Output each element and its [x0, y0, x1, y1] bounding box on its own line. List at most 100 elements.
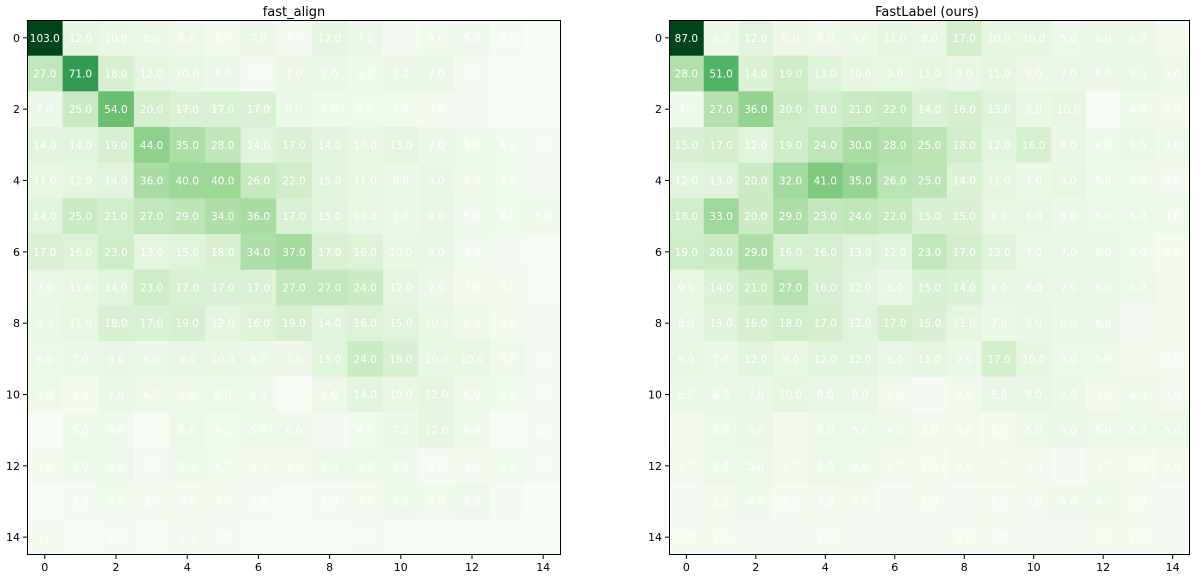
- cell-value-label: 13.0: [389, 140, 412, 152]
- heatmap-cell: [981, 55, 1017, 92]
- heatmap-cell: [842, 519, 878, 556]
- cell-value-label: 3.0: [286, 461, 303, 473]
- heatmap-cell: [1016, 448, 1052, 485]
- cell-value-label: 11.0: [69, 318, 92, 330]
- cell-value-label: 9.0: [991, 283, 1008, 295]
- heatmap-cell: [489, 376, 526, 413]
- cell-value-label: 12.0: [744, 140, 767, 152]
- heatmap-cell: [946, 198, 983, 235]
- x-tick-label: 0: [41, 561, 48, 574]
- heatmap-cell: [27, 341, 64, 378]
- cell-value-label: 3.0: [1095, 390, 1112, 402]
- heatmap-cell: [133, 269, 170, 306]
- heatmap-cell: [347, 341, 384, 378]
- cell-value-label: 24.0: [354, 354, 377, 366]
- cell-value-label: 17.0: [211, 283, 234, 295]
- heatmap-cell: [946, 483, 983, 520]
- heatmap-cell: [807, 269, 844, 306]
- heatmap-cell: [1016, 341, 1052, 378]
- cell-value-label: 3.0: [179, 497, 196, 509]
- heatmap-cell: [773, 305, 809, 342]
- cell-value-label: 17.0: [247, 104, 270, 116]
- cell-value-label: 2.0: [464, 69, 481, 81]
- heatmap-cell: [169, 55, 206, 92]
- heatmap-cell: [454, 234, 491, 271]
- cell-value-label: 14.0: [104, 283, 127, 295]
- cell-value-label: 21.0: [744, 283, 767, 295]
- heatmap-cell: [912, 519, 948, 556]
- cell-value-label: 9.0: [956, 69, 973, 81]
- cell-value-label: 3.0: [143, 497, 160, 509]
- heatmap-cell: [738, 341, 774, 378]
- cell-value-label: 2.0: [1130, 497, 1147, 509]
- heatmap-cell: [454, 269, 491, 306]
- cell-value-label: 4.0: [1130, 247, 1147, 259]
- heatmap-cell: [169, 341, 206, 378]
- heatmap-cell: [311, 91, 348, 128]
- cell-value-label: 34.0: [247, 247, 270, 259]
- heatmap-cell: [27, 198, 64, 235]
- heatmap-cell: [489, 341, 526, 378]
- cell-value-label: 8.0: [921, 33, 938, 45]
- heatmap-cell: [877, 483, 913, 520]
- heatmap-cell: [62, 127, 99, 164]
- heatmap-cell: [669, 519, 705, 556]
- cell-value-label: 8.0: [214, 69, 231, 81]
- cell-value-label: 3.0: [286, 33, 303, 45]
- heatmap-cell: [489, 91, 526, 128]
- heatmap-cell: [27, 269, 64, 306]
- heatmap-svg: FastLabel (ours) 87.0 6.0 12.0 6.0 5.0 6.0 11.…: [648, 5, 1191, 574]
- cell-value-label: 36.0: [140, 176, 163, 188]
- heatmap-cell: [240, 305, 277, 342]
- heatmap-cell: [133, 412, 170, 449]
- heatmap-cell: [347, 376, 384, 413]
- cell-value-label: 13.0: [987, 104, 1010, 116]
- heatmap-cell: [981, 198, 1017, 235]
- heatmap-cell: [1155, 412, 1191, 449]
- x-tick-label: 10: [1027, 561, 1041, 574]
- cell-value-label: 2.0: [535, 390, 552, 402]
- heatmap-cell: [807, 91, 844, 128]
- cell-value-label: 16.0: [1022, 140, 1045, 152]
- y-tick-label: 10: [6, 389, 20, 402]
- heatmap-cell: [489, 305, 526, 342]
- cell-value-label: 16.0: [779, 247, 802, 259]
- heatmap-cell: [1051, 198, 1087, 235]
- heatmap-cell: [383, 234, 420, 271]
- cell-value-label: 28.0: [883, 140, 906, 152]
- heatmap-cell: [981, 341, 1017, 378]
- cell-value-label: 5.0: [1025, 425, 1042, 437]
- cell-value-label: 12.0: [425, 425, 448, 437]
- heatmap-cell: [347, 198, 384, 235]
- heatmap-cell: [1120, 55, 1156, 92]
- cell-value-label: 4.0: [886, 425, 903, 437]
- heatmap-cell: [1051, 412, 1087, 449]
- cell-value-label: 10.0: [425, 354, 448, 366]
- heatmap-cell: [383, 198, 420, 235]
- heatmap-cell: [169, 269, 206, 306]
- cell-value-label: 2.0: [921, 461, 938, 473]
- heatmap-cell: [738, 376, 774, 413]
- heatmap-cell: [1120, 341, 1156, 378]
- cell-value-label: 12.0: [987, 140, 1010, 152]
- cell-value-label: 12.0: [211, 318, 234, 330]
- heatmap-cell: [669, 198, 705, 235]
- heatmap-cell: [1051, 127, 1087, 164]
- cell-value-label: 23.0: [814, 211, 837, 223]
- heatmap-cell: [98, 483, 135, 520]
- cell-value-label: 21.0: [104, 211, 127, 223]
- heatmap-cell: [946, 127, 983, 164]
- heatmap-cell: [240, 376, 277, 413]
- cell-value-label: 6.0: [713, 33, 730, 45]
- heatmap-cell: [1085, 234, 1122, 271]
- heatmap-cell: [525, 234, 561, 271]
- cell-value-label: 4.0: [214, 425, 231, 437]
- cell-value-label: 18.0: [953, 140, 976, 152]
- cell-value-label: 103.0: [30, 33, 60, 45]
- heatmap-cell: [98, 20, 135, 57]
- heatmap-cell: [418, 305, 455, 342]
- cell-value-label: 8.0: [678, 318, 695, 330]
- cell-value-label: 6.0: [1130, 69, 1147, 81]
- heatmap-cell: [276, 519, 313, 556]
- heatmap-cell: [205, 234, 242, 271]
